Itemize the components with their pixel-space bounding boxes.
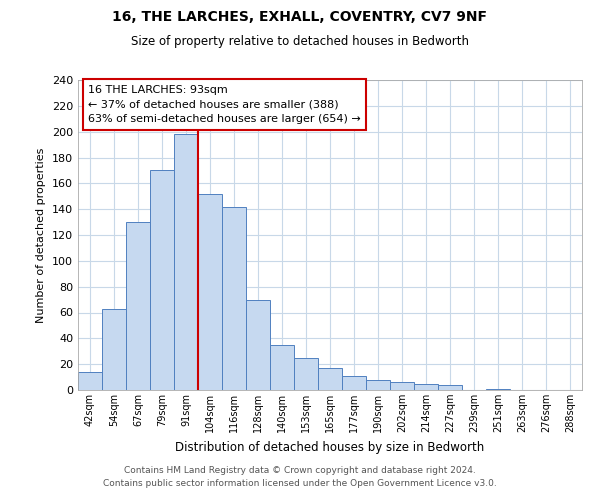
- Bar: [270, 345, 294, 390]
- Text: 16 THE LARCHES: 93sqm
← 37% of detached houses are smaller (388)
63% of semi-det: 16 THE LARCHES: 93sqm ← 37% of detached …: [88, 84, 361, 124]
- Bar: [366, 380, 390, 390]
- Bar: [318, 368, 342, 390]
- Bar: [78, 372, 102, 390]
- Y-axis label: Number of detached properties: Number of detached properties: [37, 148, 46, 322]
- Bar: [198, 194, 222, 390]
- Text: Size of property relative to detached houses in Bedworth: Size of property relative to detached ho…: [131, 35, 469, 48]
- Bar: [294, 358, 318, 390]
- Bar: [150, 170, 174, 390]
- Bar: [246, 300, 270, 390]
- Bar: [222, 206, 246, 390]
- Bar: [342, 376, 366, 390]
- Bar: [390, 382, 414, 390]
- Bar: [438, 385, 462, 390]
- Text: Contains HM Land Registry data © Crown copyright and database right 2024.
Contai: Contains HM Land Registry data © Crown c…: [103, 466, 497, 487]
- Bar: [486, 388, 510, 390]
- Bar: [174, 134, 198, 390]
- Bar: [102, 308, 126, 390]
- X-axis label: Distribution of detached houses by size in Bedworth: Distribution of detached houses by size …: [175, 440, 485, 454]
- Bar: [414, 384, 438, 390]
- Text: 16, THE LARCHES, EXHALL, COVENTRY, CV7 9NF: 16, THE LARCHES, EXHALL, COVENTRY, CV7 9…: [113, 10, 487, 24]
- Bar: [126, 222, 150, 390]
